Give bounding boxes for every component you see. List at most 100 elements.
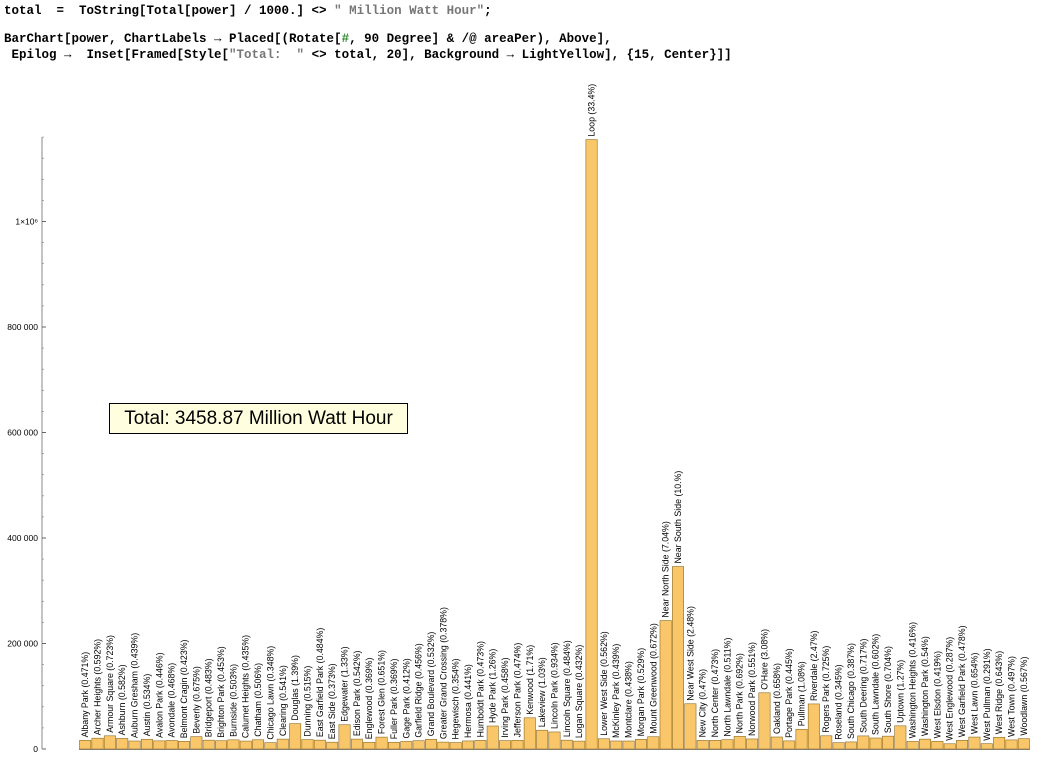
bar-label: North Center (0.473%) bbox=[710, 649, 720, 738]
bar bbox=[733, 736, 746, 750]
bar bbox=[350, 738, 363, 750]
bar-label: Archer Heights (0.592%) bbox=[93, 639, 103, 735]
bar-label: West Pullman (0.291%) bbox=[982, 648, 992, 740]
bar bbox=[672, 566, 684, 750]
bar bbox=[684, 703, 697, 750]
y-tick-label: 1×10⁶ bbox=[15, 217, 38, 227]
bar-label: Lincoln Park (0.934%) bbox=[550, 642, 560, 729]
bar-label: West Town (0.497%) bbox=[1006, 656, 1016, 737]
bar bbox=[597, 738, 610, 750]
bar-label: South Deering (0.717%) bbox=[858, 638, 868, 732]
bar-label: Hegewisch (0.354%) bbox=[451, 658, 461, 739]
bar bbox=[140, 738, 153, 750]
bar bbox=[289, 723, 302, 750]
bar bbox=[758, 692, 771, 750]
bar-label: Lakeview (1.03%) bbox=[537, 657, 547, 727]
bar bbox=[252, 739, 265, 750]
bar bbox=[634, 739, 647, 750]
bar bbox=[116, 738, 129, 750]
bar-label: Auburn Gresham (0.439%) bbox=[130, 633, 140, 738]
bar-label: Belmont Cragin (0.423%) bbox=[179, 639, 189, 738]
bar bbox=[647, 736, 660, 750]
bar bbox=[980, 743, 993, 750]
bar-label: Chatham (0.506%) bbox=[253, 663, 263, 737]
bar bbox=[326, 741, 339, 750]
bar-label: New City (0.47%) bbox=[698, 669, 708, 738]
code-line-2-part-1: BarChart[power, ChartLabels → Placed[(Ro… bbox=[4, 32, 342, 46]
bar bbox=[103, 735, 116, 750]
bar-label: Ashburn (0.582%) bbox=[117, 664, 127, 735]
bar bbox=[610, 740, 623, 750]
bar-label: Mount Greenwood (0.672%) bbox=[648, 623, 658, 734]
bar-label: Logan Square (0.432%) bbox=[574, 645, 584, 738]
bar bbox=[659, 620, 672, 750]
bar bbox=[560, 739, 573, 750]
bar-label: Pullman (1.08%) bbox=[797, 661, 807, 726]
bar-label: Garfield Ridge (0.456%) bbox=[414, 643, 424, 737]
bar-label: Dunning (0.515%) bbox=[302, 666, 312, 737]
bar-label: South Shore (0.704%) bbox=[883, 646, 893, 733]
bar bbox=[931, 741, 944, 750]
bar bbox=[721, 739, 734, 750]
bar bbox=[919, 738, 931, 750]
bar-label: Fuller Park (0.369%) bbox=[389, 659, 399, 740]
bar bbox=[511, 740, 524, 750]
code-line-3-part-1: Epilog → Inset[Framed[Style[ bbox=[4, 48, 230, 62]
bar-label: Near West Side (2.48%) bbox=[685, 606, 695, 701]
bar-label: Norwood Park (0.551%) bbox=[747, 642, 757, 736]
bar bbox=[153, 740, 166, 750]
bar bbox=[696, 740, 709, 750]
bar-label: Jefferson Park (0.474%) bbox=[512, 643, 522, 738]
bar-label: Rogers Park (0.725%) bbox=[821, 646, 831, 733]
bar-label: Near North Side (7.04%) bbox=[661, 521, 671, 617]
bar-label: Hyde Park (1.26%) bbox=[488, 649, 498, 723]
bar bbox=[227, 739, 240, 750]
bar bbox=[202, 739, 215, 750]
bar-label: Near South Side (10.%) bbox=[673, 471, 683, 564]
bar-label: O'Hare (3.08%) bbox=[759, 629, 769, 690]
bar-label: Lincoln Square (0.484%) bbox=[562, 640, 572, 737]
bar-label: Avondale (0.468%) bbox=[167, 663, 177, 738]
bar-label: Grand Boulevard (0.532%) bbox=[426, 632, 436, 737]
bar-label: Morgan Park (0.529%) bbox=[636, 648, 646, 737]
bar-label: Forest Glen (0.651%) bbox=[377, 650, 387, 734]
bar bbox=[128, 740, 141, 750]
bar bbox=[943, 743, 956, 750]
bar-label: Armour Square (0.723%) bbox=[105, 635, 115, 733]
bar bbox=[91, 737, 104, 750]
code-line-1: total = ToString[Total[power] / 1000.] <… bbox=[4, 4, 492, 18]
y-tick-label: 800 000 bbox=[7, 322, 38, 332]
bar-label: Edgewater (1.33%) bbox=[340, 646, 350, 721]
bar bbox=[425, 738, 437, 750]
y-tick-label: 600 000 bbox=[7, 428, 38, 438]
bar bbox=[622, 740, 635, 750]
bar bbox=[239, 740, 252, 750]
bar bbox=[1005, 739, 1018, 750]
bar-label: Riverdale (2.47%) bbox=[809, 630, 819, 700]
bar bbox=[363, 741, 376, 750]
bar-label: Beverly (0.675%) bbox=[191, 666, 201, 734]
bar bbox=[375, 736, 388, 750]
bar bbox=[548, 731, 561, 750]
bar-label: Lower West Side (0.562%) bbox=[599, 631, 609, 736]
bar-label: Edison Park (0.542%) bbox=[352, 650, 362, 736]
bar bbox=[709, 740, 722, 750]
bar bbox=[338, 724, 351, 750]
bar-label: Douglas (1.39%) bbox=[290, 655, 300, 721]
bar bbox=[412, 740, 425, 750]
bar-label: Uptown (1.27%) bbox=[895, 660, 905, 723]
bar bbox=[276, 738, 289, 750]
bar bbox=[894, 725, 907, 750]
bar bbox=[585, 139, 598, 750]
bar-label: North Park (0.692%) bbox=[735, 653, 745, 733]
bar bbox=[746, 738, 759, 750]
bar bbox=[783, 740, 796, 750]
code-line-2: BarChart[power, ChartLabels → Placed[(Ro… bbox=[4, 32, 612, 46]
bar bbox=[313, 739, 326, 750]
bar-label: Portage Park (0.445%) bbox=[784, 648, 794, 738]
bar bbox=[79, 740, 92, 750]
bar-label: West Lawn (0.654%) bbox=[969, 653, 979, 735]
bar-label: Gage Park (0.412%) bbox=[401, 658, 411, 738]
bar-label: Irving Park (0.458%) bbox=[500, 657, 510, 737]
bar-label: Kenwood (1.71%) bbox=[525, 645, 535, 715]
